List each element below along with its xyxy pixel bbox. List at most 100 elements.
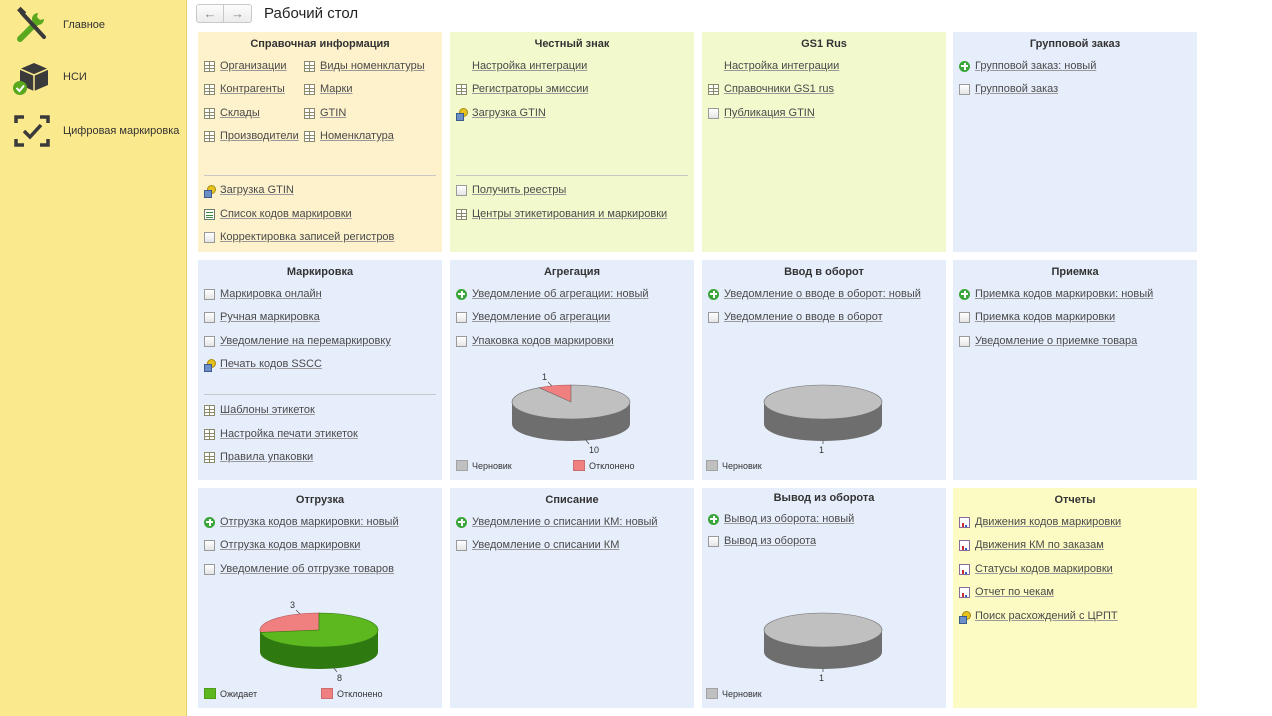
panel-honest-sign: Честный знак Настройка интеграции Регист… — [450, 32, 694, 252]
link-withdrawal-new[interactable]: Вывод из оборота: новый — [708, 513, 854, 525]
link-entry-notice-new[interactable]: Уведомление о вводе в оборот: новый — [708, 288, 921, 300]
link-label-print-settings[interactable]: Настройка печати этикеток — [204, 428, 358, 440]
document-icon — [708, 535, 719, 547]
back-button[interactable]: ← — [196, 3, 224, 23]
link-manual-marking[interactable]: Ручная маркировка — [204, 311, 320, 323]
link-emission-registrars[interactable]: Регистраторы эмиссии — [456, 83, 588, 95]
sidebar-item-main[interactable]: Главное — [0, 0, 186, 50]
link-acceptance-new[interactable]: Приемка кодов маркировки: новый — [959, 288, 1153, 300]
panel-reports: Отчеты Движения кодов маркировки Движени… — [953, 488, 1197, 708]
link-acceptance[interactable]: Приемка кодов маркировки — [959, 311, 1115, 323]
legend-swatch — [204, 688, 216, 699]
link-entry-notice[interactable]: Уведомление о вводе в оборот — [708, 311, 883, 323]
panel-write-off: Списание Уведомление о списании КМ: новы… — [450, 488, 694, 708]
shipment-pie-chart: 83 — [259, 600, 379, 683]
link-load-gtin[interactable]: Загрузка GTIN — [204, 184, 294, 198]
report-icon — [959, 539, 970, 551]
pie-slice[interactable] — [763, 612, 883, 648]
pie-slice[interactable] — [763, 384, 883, 420]
link-report-code-statuses[interactable]: Статусы кодов маркировки — [959, 563, 1113, 575]
link-acceptance-notice[interactable]: Уведомление о приемке товара — [959, 335, 1137, 347]
page-title: Рабочий стол — [264, 4, 359, 22]
link-withdrawal[interactable]: Вывод из оборота — [708, 535, 816, 547]
link-packing-rules[interactable]: Правила упаковки — [204, 451, 313, 463]
panel-title: Приемка — [1051, 266, 1099, 278]
link-integration-settings[interactable]: Настройка интеграции — [472, 60, 588, 72]
load-icon — [204, 358, 216, 372]
panel-reference-info: Справочная информация Организации Контра… — [198, 32, 442, 252]
pie-side — [764, 630, 882, 669]
link-nomenclature-types[interactable]: Виды номенклатуры — [304, 60, 425, 72]
table-icon — [204, 451, 215, 463]
link-print-sscc[interactable]: Печать кодов SSCC — [204, 358, 322, 372]
link-marking-codes-list[interactable]: Список кодов маркировки — [204, 208, 352, 220]
panel-aggregation: Агрегация Уведомление об агрегации: новы… — [450, 260, 694, 480]
table-icon — [456, 208, 467, 220]
panel-title: Справочная информация — [250, 38, 390, 50]
legend-item: Отклонено — [321, 688, 382, 699]
panel-title: Агрегация — [543, 266, 600, 278]
pie-slice[interactable] — [259, 612, 320, 633]
pie-label-tick — [584, 438, 590, 445]
link-search-discrepancies[interactable]: Поиск расхождений с ЦРПТ — [959, 610, 1118, 624]
forward-button[interactable]: → — [224, 3, 252, 23]
legend-swatch — [706, 460, 718, 471]
link-get-registries[interactable]: Получить реестры — [456, 184, 566, 196]
add-icon — [708, 513, 719, 525]
sidebar-item-nsi[interactable]: НСИ — [0, 52, 186, 102]
link-organizations[interactable]: Организации — [204, 60, 287, 72]
link-gtin[interactable]: GTIN — [304, 107, 346, 119]
link-warehouses[interactable]: Склады — [204, 107, 260, 119]
table-icon — [304, 60, 315, 72]
header: ← → Рабочий стол — [196, 2, 358, 24]
link-write-off[interactable]: Уведомление о списании КМ — [456, 539, 619, 551]
link-nomenclature[interactable]: Номенклатура — [304, 130, 394, 142]
link-remarking-notice[interactable]: Уведомление на перемаркировку — [204, 335, 391, 347]
table-icon — [304, 83, 315, 95]
link-labeling-centers[interactable]: Центры этикетирования и маркировки — [456, 208, 667, 220]
link-shipment[interactable]: Отгрузка кодов маркировки — [204, 539, 360, 551]
report-icon — [959, 516, 970, 528]
document-icon — [708, 107, 719, 119]
load-icon — [204, 184, 216, 198]
link-label-templates[interactable]: Шаблоны этикеток — [204, 404, 315, 416]
link-gtin-publication[interactable]: Публикация GTIN — [708, 107, 815, 119]
table-icon — [708, 83, 719, 95]
link-report-code-movements[interactable]: Движения кодов маркировки — [959, 516, 1121, 528]
legend-swatch — [573, 460, 585, 471]
table-icon — [204, 83, 215, 95]
table-icon — [304, 107, 315, 119]
panel-title: Маркировка — [286, 266, 354, 278]
pie-slice[interactable] — [260, 612, 379, 648]
link-shipment-new[interactable]: Отгрузка кодов маркировки: новый — [204, 516, 399, 528]
link-register-correction[interactable]: Корректировка записей регистров — [204, 231, 394, 243]
document-icon — [204, 563, 215, 575]
link-write-off-new[interactable]: Уведомление о списании КМ: новый — [456, 516, 658, 528]
link-report-receipts[interactable]: Отчет по чекам — [959, 586, 1054, 598]
link-aggregation-notice-new[interactable]: Уведомление об агрегации: новый — [456, 288, 649, 300]
legend-item: Ожидает — [204, 688, 257, 699]
pie-label-tick — [547, 381, 553, 387]
legend-item: Черновик — [456, 460, 512, 471]
link-aggregation-notice[interactable]: Уведомление об агрегации — [456, 311, 610, 323]
link-group-order-new[interactable]: Групповой заказ: новый — [959, 60, 1096, 72]
link-brands[interactable]: Марки — [304, 83, 352, 95]
link-counterparties[interactable]: Контрагенты — [204, 83, 285, 95]
legend-item: Отклонено — [573, 460, 634, 471]
link-shipment-notice[interactable]: Уведомление об отгрузке товаров — [204, 563, 394, 575]
link-integration-settings[interactable]: Настройка интеграции — [724, 60, 840, 72]
link-load-gtin[interactable]: Загрузка GTIN — [456, 107, 546, 121]
link-manufacturers[interactable]: Производители — [204, 130, 299, 142]
table-icon — [204, 404, 215, 416]
report-icon — [959, 586, 970, 598]
load-icon — [456, 107, 468, 121]
link-report-km-by-orders[interactable]: Движения КМ по заказам — [959, 539, 1104, 551]
link-group-order[interactable]: Групповой заказ — [959, 83, 1058, 95]
sidebar-item-digital-marking[interactable]: Цифровая маркировка — [0, 106, 186, 156]
link-gs1-directories[interactable]: Справочники GS1 rus — [708, 83, 834, 95]
document-icon — [204, 288, 215, 300]
document-icon — [959, 311, 970, 323]
link-marking-online[interactable]: Маркировка онлайн — [204, 288, 322, 300]
pie-slice[interactable] — [511, 384, 631, 420]
link-code-packing[interactable]: Упаковка кодов маркировки — [456, 335, 614, 347]
